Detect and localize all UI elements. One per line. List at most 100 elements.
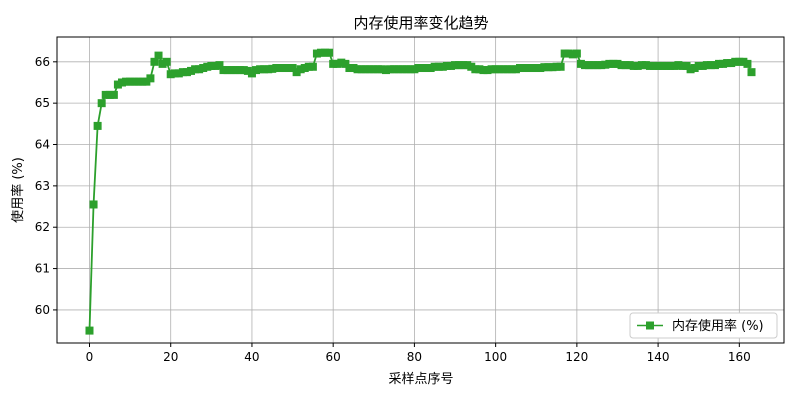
series-marker-layer: [85, 48, 756, 335]
data-point-marker: [601, 60, 610, 69]
data-point-marker: [329, 59, 338, 68]
data-point-marker: [321, 48, 330, 57]
data-point-marker: [239, 66, 248, 75]
data-point-marker: [463, 61, 472, 70]
legend: 内存使用率 (%): [629, 312, 778, 339]
data-point-marker: [316, 48, 325, 57]
data-point-marker: [134, 77, 143, 86]
data-point-marker: [170, 69, 179, 78]
data-point-marker: [710, 61, 719, 70]
data-point-marker: [499, 65, 508, 74]
data-point-marker: [166, 70, 175, 79]
plot-frame: [56, 36, 785, 344]
data-point-marker: [576, 59, 585, 68]
data-point-marker: [126, 77, 135, 86]
data-point-marker: [227, 66, 236, 75]
data-point-marker: [268, 64, 277, 73]
data-point-marker: [560, 49, 569, 58]
data-point-marker: [702, 61, 711, 70]
data-point-marker: [117, 78, 126, 87]
data-point-marker: [418, 64, 427, 73]
data-point-marker: [613, 59, 622, 68]
data-point-marker: [686, 65, 695, 74]
data-point-marker: [666, 61, 675, 70]
x-tick-label: 160: [728, 350, 751, 364]
x-tick-label: 140: [647, 350, 670, 364]
legend-label: 内存使用率 (%): [672, 318, 764, 334]
data-point-marker: [349, 64, 358, 73]
data-point-marker: [548, 63, 557, 72]
x-tick-label: 80: [407, 350, 422, 364]
grid-lines: [57, 37, 784, 343]
data-point-marker: [572, 49, 581, 58]
series-line-layer: [88, 51, 753, 331]
data-point-marker: [597, 61, 606, 70]
data-point-marker: [288, 64, 297, 73]
data-point-marker: [674, 61, 683, 70]
data-point-marker: [203, 62, 212, 71]
series-line: [88, 51, 753, 331]
data-point-marker: [215, 61, 224, 70]
data-point-marker: [739, 57, 748, 66]
data-point-marker: [743, 59, 752, 68]
x-tick-label: 120: [565, 350, 588, 364]
data-point-marker: [122, 77, 131, 86]
data-point-marker: [690, 64, 699, 73]
data-point-marker: [520, 64, 529, 73]
data-point-marker: [223, 66, 232, 75]
data-point-marker: [296, 65, 305, 74]
data-point-marker: [511, 65, 520, 74]
data-point-marker: [142, 77, 151, 86]
data-point-marker: [471, 65, 480, 74]
data-point-marker: [617, 61, 626, 70]
data-point-marker: [589, 61, 598, 70]
data-point-marker: [308, 62, 317, 71]
data-point-marker: [195, 65, 204, 74]
data-point-marker: [414, 64, 423, 73]
data-point-marker: [260, 65, 269, 74]
data-point-marker: [723, 59, 732, 68]
y-axis-ticks: 60 61 62 63 64 65 66: [35, 55, 57, 317]
data-point-marker: [715, 59, 724, 68]
data-point-marker: [609, 59, 618, 68]
data-point-marker: [658, 61, 667, 70]
data-point-marker: [731, 57, 740, 66]
data-point-marker: [467, 62, 476, 71]
data-point-marker: [495, 65, 504, 74]
data-point-marker: [93, 121, 102, 130]
data-point-marker: [243, 66, 252, 75]
data-point-marker: [556, 62, 565, 71]
data-point-marker: [528, 64, 537, 73]
data-point-marker: [735, 57, 744, 66]
data-point-marker: [154, 51, 163, 60]
data-point-marker: [174, 69, 183, 78]
legend-marker-swatch: [646, 321, 654, 330]
data-point-marker: [345, 64, 354, 73]
data-point-marker: [540, 63, 549, 72]
data-point-marker: [402, 65, 411, 74]
data-point-marker: [247, 69, 256, 78]
data-point-marker: [507, 65, 516, 74]
data-point-marker: [150, 57, 159, 66]
x-tick-label: 20: [163, 350, 178, 364]
data-point-marker: [706, 61, 715, 70]
data-point-marker: [694, 61, 703, 70]
data-point-marker: [284, 64, 293, 73]
data-point-marker: [585, 61, 594, 70]
x-tick-label: 100: [484, 350, 507, 364]
data-point-marker: [536, 64, 545, 73]
data-point-marker: [304, 62, 313, 71]
data-point-marker: [442, 61, 451, 70]
chart-title: 内存使用率变化趋势: [353, 14, 488, 32]
data-point-marker: [475, 65, 484, 74]
data-point-marker: [516, 64, 525, 73]
data-point-marker: [629, 61, 638, 70]
data-point-marker: [357, 65, 366, 74]
data-point-marker: [337, 58, 346, 67]
data-point-marker: [633, 61, 642, 70]
data-point-marker: [211, 61, 220, 70]
data-point-marker: [158, 59, 167, 68]
data-point-marker: [341, 59, 350, 68]
data-point-marker: [524, 64, 533, 73]
